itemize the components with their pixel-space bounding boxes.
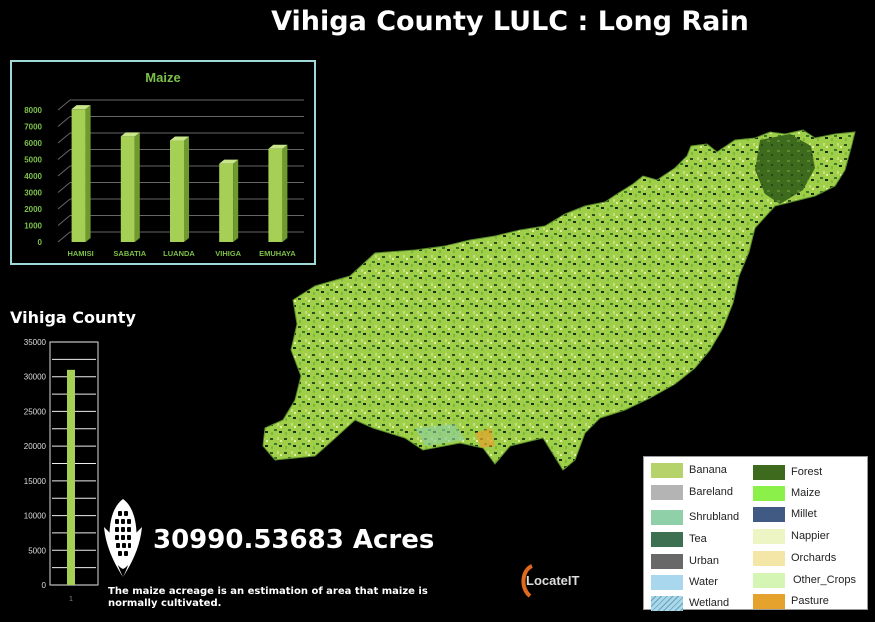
legend-swatch: [753, 486, 785, 501]
maize-bar-chart-svg: Maize 0 1000 2000 3000 4000 5000 6000 7000 8000 HA…: [24, 70, 304, 258]
grid-diagonal: [57, 165, 71, 177]
bar-side: [134, 132, 140, 242]
bar: [67, 369, 75, 585]
legend-label: Other_Crops: [793, 574, 856, 586]
grid-diagonal: [57, 231, 71, 243]
legend-swatch: [753, 573, 785, 588]
bar: [120, 136, 135, 242]
bar-side: [282, 144, 288, 242]
bar-top: [219, 159, 239, 164]
grid-diagonal: [57, 182, 71, 193]
y-tick-label: 5000: [24, 156, 42, 165]
bar: [71, 109, 86, 242]
y-tick-label: 0: [42, 581, 47, 590]
y-tick-label: 2000: [24, 205, 42, 214]
y-tick-label: 30000: [24, 373, 47, 382]
legend-swatch: [753, 507, 785, 522]
y-tick-label: 20000: [24, 442, 47, 451]
legend-label: Water: [689, 576, 718, 588]
shrubland-patches: [415, 424, 465, 446]
legend-label: Bareland: [689, 486, 734, 498]
legend-swatch: [651, 532, 683, 547]
forest-area: [755, 134, 815, 204]
x-tick-label: SABATIA: [113, 249, 146, 258]
legend-swatch: [753, 529, 785, 544]
legend: Banana Bareland Shrubland Tea Urban Wate…: [643, 456, 868, 611]
legend-swatch: [651, 510, 683, 525]
bar: [219, 163, 234, 242]
grid-diagonal: [57, 149, 71, 160]
legend-label: Maize: [791, 487, 821, 499]
lulc-map: [262, 129, 856, 471]
map-title: Vihiga County LULC : Long Rain: [271, 6, 749, 37]
legend-label: Urban: [689, 555, 719, 567]
maize-acreage-value: 30990.53683 Acres: [153, 525, 435, 555]
bar-side: [233, 159, 239, 242]
y-tick-label: 5000: [28, 546, 46, 555]
maize-cob-icon: [104, 499, 142, 577]
legend-label: Shrubland: [689, 511, 740, 523]
legend-label: Millet: [791, 508, 817, 520]
legend-label: Nappier: [791, 530, 830, 542]
county-chart-title: Vihiga County: [10, 308, 136, 327]
legend-swatch: [651, 463, 683, 478]
legend-swatch: [753, 594, 785, 609]
legend-label: Tea: [689, 533, 707, 545]
y-tick-label: 8000: [24, 106, 42, 115]
y-tick-label: 35000: [24, 338, 47, 347]
x-tick-label: EMUHAYA: [259, 249, 296, 258]
y-tick-label: 1000: [24, 222, 42, 231]
legend-swatch: [753, 551, 785, 566]
y-tick-label: 25000: [24, 407, 47, 416]
y-tick-label: 7000: [24, 123, 42, 132]
x-tick-label: VIHIGA: [215, 249, 241, 258]
legend-label: Orchards: [791, 552, 837, 564]
bar: [268, 148, 283, 242]
bar-top: [71, 105, 91, 110]
bar-top: [170, 136, 189, 141]
pasture-patches: [475, 428, 495, 448]
legend-swatch: [651, 575, 683, 590]
bar-side: [184, 136, 189, 242]
y-tick-label: 4000: [24, 172, 42, 181]
logo-text: LocateIT: [526, 573, 580, 588]
bar-top: [120, 132, 140, 137]
grid-diagonal: [57, 99, 71, 111]
grid-diagonal: [57, 116, 71, 127]
x-tick-label: 1: [69, 596, 73, 603]
y-tick-label: 6000: [24, 139, 42, 148]
legend-swatch: [651, 596, 683, 611]
legend-label: Forest: [791, 466, 823, 478]
y-tick-label: 3000: [24, 189, 42, 198]
legend-label: Pasture: [791, 595, 829, 607]
chart-title: Maize: [145, 70, 180, 85]
legend-swatch: [651, 485, 683, 500]
county-bar-chart-svg: 0 5000 10000 15000 20000 25000 30000 35000 1: [24, 338, 99, 603]
legend-swatch: [753, 465, 785, 480]
legend-label: Wetland: [689, 597, 730, 609]
acreage-note: The maize acreage is an estimation of ar…: [108, 586, 428, 609]
grid-diagonal: [57, 215, 71, 226]
maize-by-subcounty-chart: Maize 0 1000 2000 3000 4000 5000 6000 7000 8000 HA…: [10, 60, 316, 265]
county-boundary: [262, 129, 856, 471]
bar-top: [268, 144, 288, 149]
county-total-chart: 0 5000 10000 15000 20000 25000 30000 35000 1: [10, 330, 102, 610]
locateit-logo: LocateIT: [521, 564, 580, 598]
y-tick-label: 0: [38, 238, 43, 247]
x-tick-label: LUANDA: [163, 249, 195, 258]
grid-diagonal: [57, 132, 71, 144]
legend-swatch: [651, 554, 683, 569]
y-tick-label: 10000: [24, 512, 47, 521]
x-tick-label: HAMISI: [67, 249, 93, 258]
y-tick-label: 15000: [24, 477, 47, 486]
grid-diagonal: [57, 198, 71, 210]
bar-side: [85, 105, 91, 242]
legend-label: Banana: [689, 464, 727, 476]
bar: [170, 140, 184, 242]
